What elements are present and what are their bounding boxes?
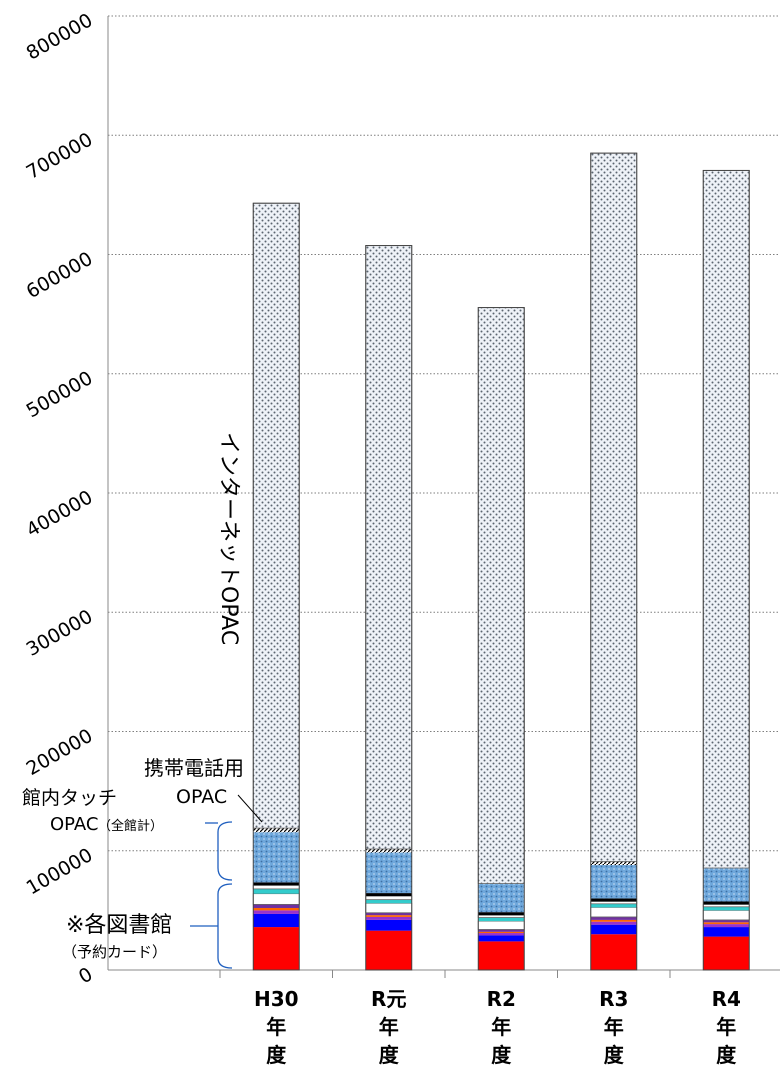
bar-segment-0-5 xyxy=(252,893,300,905)
y-tick-label: 400000 xyxy=(23,486,97,541)
y-tick-label: 800000 xyxy=(23,9,97,64)
y-tick-labels: 0 100000 200000 300000 400000 500000 600000 700… xyxy=(23,9,97,988)
bar-segment-4-11 xyxy=(702,170,750,869)
bar-segment-1-11 xyxy=(365,245,413,850)
bar-segment-2-9 xyxy=(478,883,525,913)
bar-segment-0-11 xyxy=(252,202,300,829)
bar-segment-0-3 xyxy=(253,907,300,911)
bar-segment-0-2 xyxy=(253,910,300,914)
y-tick-label: 200000 xyxy=(23,725,97,780)
bar-outline-0 xyxy=(252,202,300,971)
y-tick-label: 700000 xyxy=(23,129,97,184)
bar-outline-4 xyxy=(702,169,750,971)
bar-segment-3-10 xyxy=(590,861,637,866)
bar-segment-4-3 xyxy=(703,922,750,925)
bar-segment-2-7 xyxy=(477,914,525,918)
gridlines xyxy=(108,15,780,852)
bar-segment-0-8 xyxy=(253,882,300,886)
bar-segment-3-3 xyxy=(590,919,637,922)
bar-segment-4-0 xyxy=(703,936,750,970)
bar-segment-1-7 xyxy=(365,895,413,901)
each-library-bracket xyxy=(217,883,233,969)
bar-segment-2-11 xyxy=(477,307,525,884)
touch-opac-label-line2-main: OPAC xyxy=(50,814,98,835)
bar-segment-1-9 xyxy=(365,852,412,894)
bar-segment-1-4 xyxy=(365,912,412,916)
mobile-opac-label-line1: 携帯電話用 xyxy=(144,756,244,780)
bar-segment-2-0 xyxy=(478,941,525,970)
touch-opac-label-line1: 館内タッチ xyxy=(22,787,117,809)
each-library-label-line2: （予約カード） xyxy=(62,943,167,961)
bar-segment-2-1 xyxy=(478,935,525,942)
bar-segment-0-10 xyxy=(253,828,300,833)
bar-segment-4-8 xyxy=(703,901,750,905)
bar-stack-1 xyxy=(365,245,413,971)
bar-stack-0 xyxy=(252,202,300,971)
bar-segment-3-6 xyxy=(590,903,637,908)
mobile-opac-label-line2: OPAC xyxy=(176,786,227,808)
bar-segment-3-8 xyxy=(590,898,637,902)
bar-segment-3-5 xyxy=(590,906,638,918)
x-tick-label: H30 年度 xyxy=(254,987,299,1067)
bar-segment-4-6 xyxy=(703,906,750,911)
bar-segment-3-4 xyxy=(590,916,637,920)
bar-segment-0-0 xyxy=(253,927,300,970)
touch-opac-bracket xyxy=(217,821,233,881)
bar-outline-2 xyxy=(477,307,525,971)
bar-segment-2-4 xyxy=(478,929,525,932)
bar-segment-3-11 xyxy=(590,152,638,862)
y-tick-label: 0 xyxy=(75,963,96,988)
bar-stack-2 xyxy=(477,307,525,971)
x-tick-labels: H30 年度 R元年度 R2 年度 R3 年度 R4 年度 xyxy=(219,970,741,1067)
bar-segment-4-5 xyxy=(702,909,750,921)
touch-opac-label-line2-sub: （全館計） xyxy=(98,818,163,834)
mobile-opac-leader-line xyxy=(237,794,263,823)
bar-segment-0-1 xyxy=(253,913,300,928)
bar-segment-2-2 xyxy=(478,933,525,936)
bar-segment-0-7 xyxy=(252,884,300,890)
x-tick-label: R元年度 xyxy=(371,987,406,1067)
x-tick-label: R4 年度 xyxy=(712,987,741,1067)
bar-stack-4 xyxy=(702,169,750,971)
bar-outline-1 xyxy=(365,245,413,971)
bar-segment-1-2 xyxy=(365,916,412,920)
bar-segment-2-5 xyxy=(477,920,525,930)
bar-segment-1-5 xyxy=(365,902,413,914)
y-tick-label: 300000 xyxy=(23,606,97,661)
internet-opac-label: インターネットOPAC xyxy=(216,432,241,645)
x-tick-label: R3 年度 xyxy=(599,987,628,1067)
bar-segment-4-1 xyxy=(703,927,750,937)
bar-segment-3-9 xyxy=(590,865,637,899)
bar-segment-4-4 xyxy=(703,919,750,923)
bars xyxy=(252,152,750,971)
bar-stack-3 xyxy=(590,152,638,971)
bar-segment-3-7 xyxy=(590,901,638,905)
bar-segment-1-0 xyxy=(365,930,412,970)
bar-segment-4-2 xyxy=(703,924,750,928)
x-tick-label: R2 年度 xyxy=(487,987,516,1067)
bar-segment-1-3 xyxy=(365,915,412,917)
bar-segment-1-10 xyxy=(365,848,412,853)
bar-outline-3 xyxy=(590,152,638,971)
y-tick-label: 600000 xyxy=(23,248,97,303)
bar-segment-0-4 xyxy=(253,904,300,908)
bar-segment-3-1 xyxy=(590,924,637,935)
y-tick-label: 100000 xyxy=(23,844,97,899)
bar-segment-2-3 xyxy=(478,931,525,934)
bar-segment-4-7 xyxy=(702,904,750,908)
bar-segment-3-0 xyxy=(590,934,637,970)
each-library-label-line1: ※各図書館 xyxy=(66,913,172,938)
bar-segment-4-9 xyxy=(703,868,750,902)
bar-segment-2-8 xyxy=(478,912,525,916)
bar-segment-0-9 xyxy=(253,832,300,883)
bar-segment-3-2 xyxy=(590,921,637,925)
bar-segment-1-8 xyxy=(365,893,412,897)
bar-segment-2-6 xyxy=(478,917,525,922)
y-tick-label: 500000 xyxy=(23,367,97,422)
bar-segment-1-1 xyxy=(365,919,412,931)
bar-segment-1-6 xyxy=(365,899,412,904)
bar-segment-0-6 xyxy=(253,888,300,894)
